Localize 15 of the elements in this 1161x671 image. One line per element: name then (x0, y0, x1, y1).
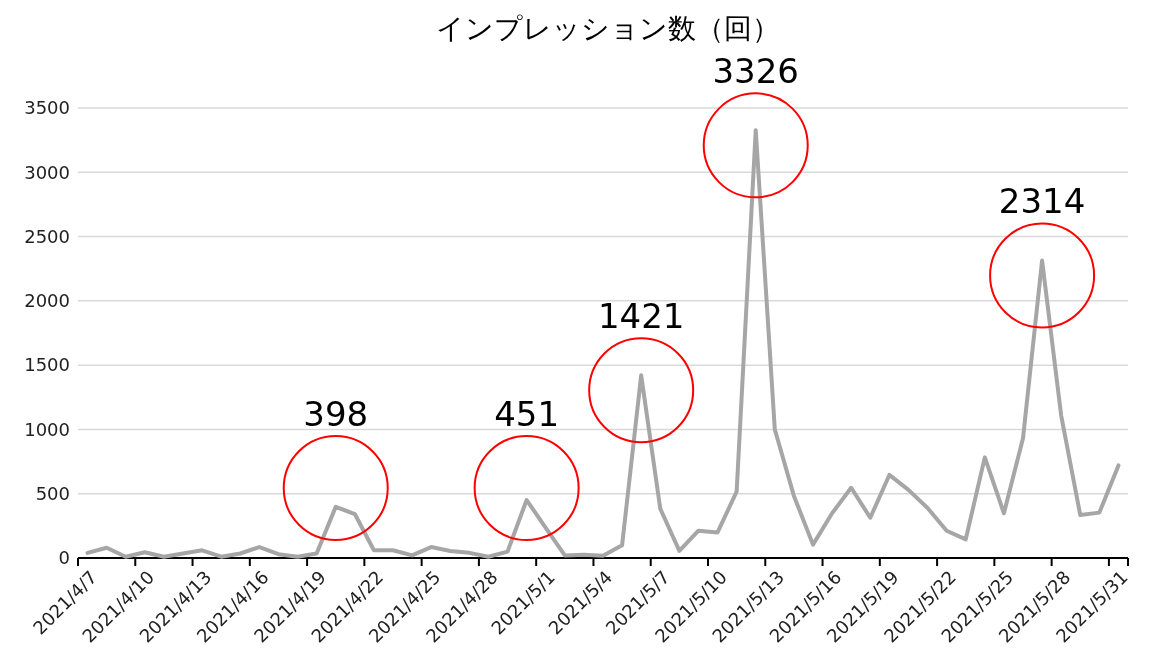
chart-title: インプレッション数（回） (436, 12, 780, 45)
y-tick-label: 2500 (24, 225, 70, 247)
y-tick-label: 500 (35, 483, 70, 505)
y-tick-label: 3000 (24, 161, 70, 183)
data-label: 1421 (597, 296, 685, 337)
y-tick-label: 1000 (24, 418, 70, 440)
data-label: 3326 (712, 51, 799, 92)
y-tick-label: 0 (58, 547, 70, 569)
data-label: 398 (303, 394, 369, 434)
data-label: 451 (494, 394, 560, 434)
y-tick-label: 2000 (24, 290, 70, 312)
data-label: 2314 (998, 181, 1086, 222)
line-series (85, 128, 1121, 559)
y-tick-label: 1500 (24, 354, 70, 376)
y-tick-label: 3500 (24, 97, 70, 119)
